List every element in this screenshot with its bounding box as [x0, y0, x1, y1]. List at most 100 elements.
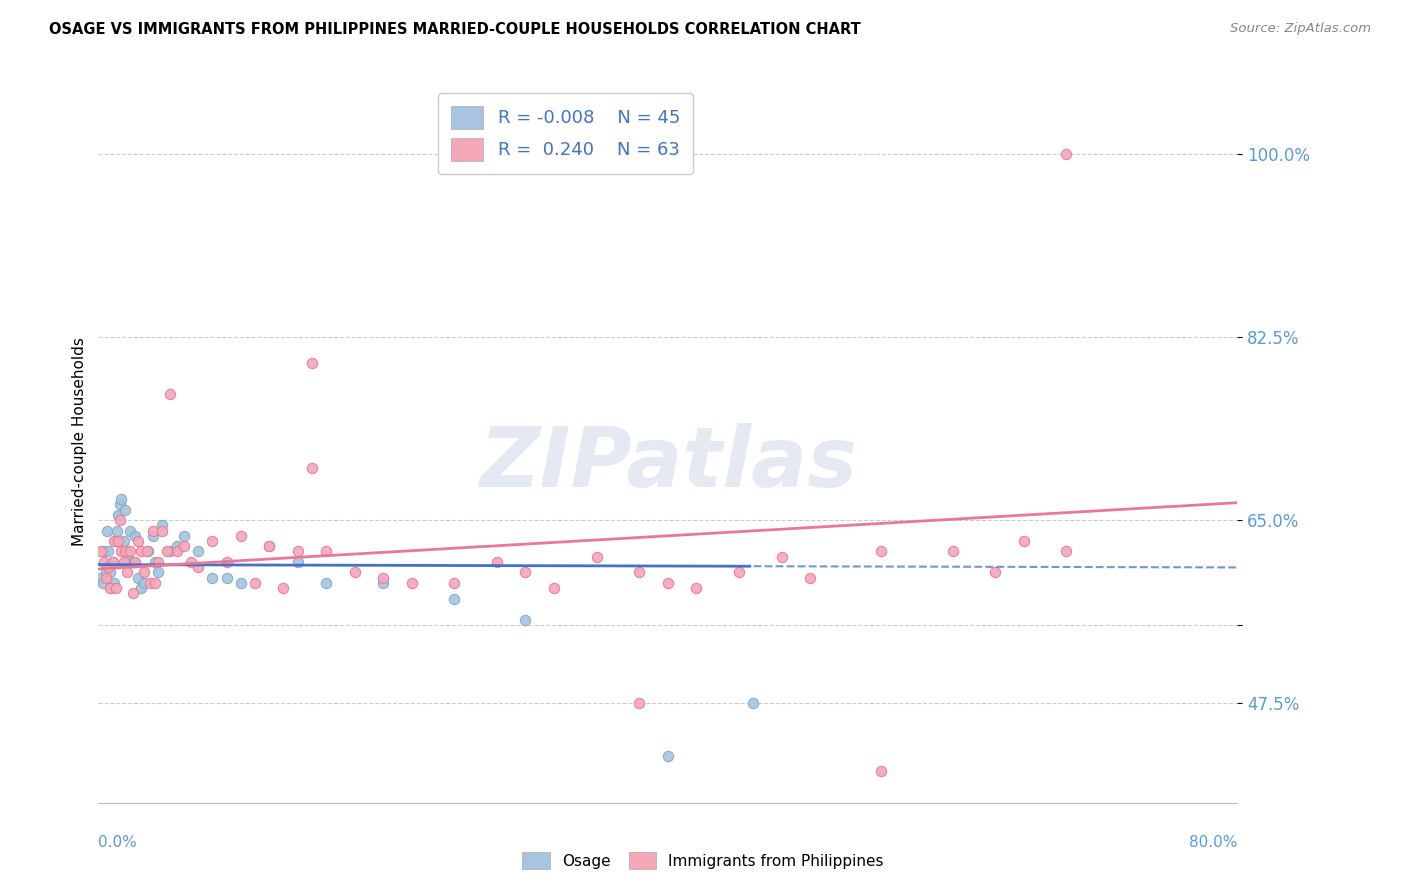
Point — [138, 575, 160, 590]
Y-axis label: Married-couple Households: Married-couple Households — [72, 337, 87, 546]
Point — [301, 356, 323, 370]
Point — [107, 508, 129, 522]
Point — [90, 544, 112, 558]
Point — [628, 696, 651, 710]
Text: 0.0%: 0.0% — [98, 835, 138, 850]
Point — [515, 566, 537, 580]
Point — [870, 764, 893, 779]
Point — [156, 544, 179, 558]
Point — [1056, 544, 1078, 558]
Point — [870, 544, 893, 558]
Point — [117, 549, 139, 564]
Point — [112, 555, 135, 569]
Point — [259, 539, 281, 553]
Point — [132, 566, 155, 580]
Point — [657, 748, 679, 763]
Point — [373, 571, 395, 585]
Point — [96, 524, 118, 538]
Point — [1012, 534, 1035, 549]
Point — [301, 460, 323, 475]
Point — [112, 534, 135, 549]
Point — [180, 555, 202, 569]
Point — [108, 513, 131, 527]
Point — [141, 524, 163, 538]
Point — [108, 497, 131, 511]
Point — [273, 581, 295, 595]
Point — [243, 575, 266, 590]
Point — [135, 544, 157, 558]
Point — [187, 560, 209, 574]
Point — [543, 581, 565, 595]
Point — [93, 555, 115, 569]
Point — [101, 555, 124, 569]
Point — [103, 534, 125, 549]
Point — [100, 581, 122, 595]
Point — [166, 539, 188, 553]
Point — [728, 566, 751, 580]
Point — [628, 566, 651, 580]
Point — [984, 566, 1007, 580]
Point — [201, 571, 224, 585]
Point — [110, 492, 132, 507]
Legend: R = -0.008    N = 45, R =  0.240    N = 63: R = -0.008 N = 45, R = 0.240 N = 63 — [439, 93, 693, 174]
Text: Source: ZipAtlas.com: Source: ZipAtlas.com — [1230, 22, 1371, 36]
Point — [343, 566, 366, 580]
Point — [173, 529, 195, 543]
Point — [124, 529, 146, 543]
Point — [98, 581, 121, 595]
Point — [287, 544, 309, 558]
Point — [132, 575, 155, 590]
Point — [799, 571, 821, 585]
Point — [97, 544, 120, 558]
Point — [1056, 146, 1078, 161]
Point — [110, 544, 132, 558]
Text: 80.0%: 80.0% — [1189, 835, 1237, 850]
Point — [373, 575, 395, 590]
Point — [141, 529, 163, 543]
Point — [103, 575, 125, 590]
Point — [129, 581, 152, 595]
Point — [127, 571, 149, 585]
Point — [104, 534, 127, 549]
Point — [118, 524, 141, 538]
Point — [229, 529, 252, 543]
Point — [148, 566, 170, 580]
Point — [443, 591, 465, 606]
Point — [942, 544, 965, 558]
Point — [515, 613, 537, 627]
Point — [91, 575, 114, 590]
Point — [742, 696, 765, 710]
Point — [104, 581, 127, 595]
Point — [97, 560, 120, 574]
Point — [121, 555, 143, 569]
Point — [145, 575, 167, 590]
Legend: Osage, Immigrants from Philippines: Osage, Immigrants from Philippines — [516, 846, 890, 875]
Point — [101, 555, 124, 569]
Point — [94, 566, 117, 580]
Point — [94, 571, 117, 585]
Point — [685, 581, 707, 595]
Point — [121, 586, 143, 600]
Point — [259, 539, 281, 553]
Point — [201, 534, 224, 549]
Point — [401, 575, 423, 590]
Point — [315, 575, 337, 590]
Point — [152, 524, 174, 538]
Text: OSAGE VS IMMIGRANTS FROM PHILIPPINES MARRIED-COUPLE HOUSEHOLDS CORRELATION CHART: OSAGE VS IMMIGRANTS FROM PHILIPPINES MAR… — [49, 22, 860, 37]
Point — [166, 544, 188, 558]
Point — [115, 544, 138, 558]
Point — [657, 575, 679, 590]
Point — [90, 571, 112, 585]
Point — [105, 524, 128, 538]
Point — [114, 502, 136, 516]
Text: ZIPatlas: ZIPatlas — [479, 423, 856, 504]
Point — [770, 549, 793, 564]
Point — [215, 571, 238, 585]
Point — [173, 539, 195, 553]
Point — [585, 549, 607, 564]
Point — [229, 575, 252, 590]
Point — [315, 544, 337, 558]
Point — [152, 518, 174, 533]
Point — [118, 544, 141, 558]
Point — [215, 555, 238, 569]
